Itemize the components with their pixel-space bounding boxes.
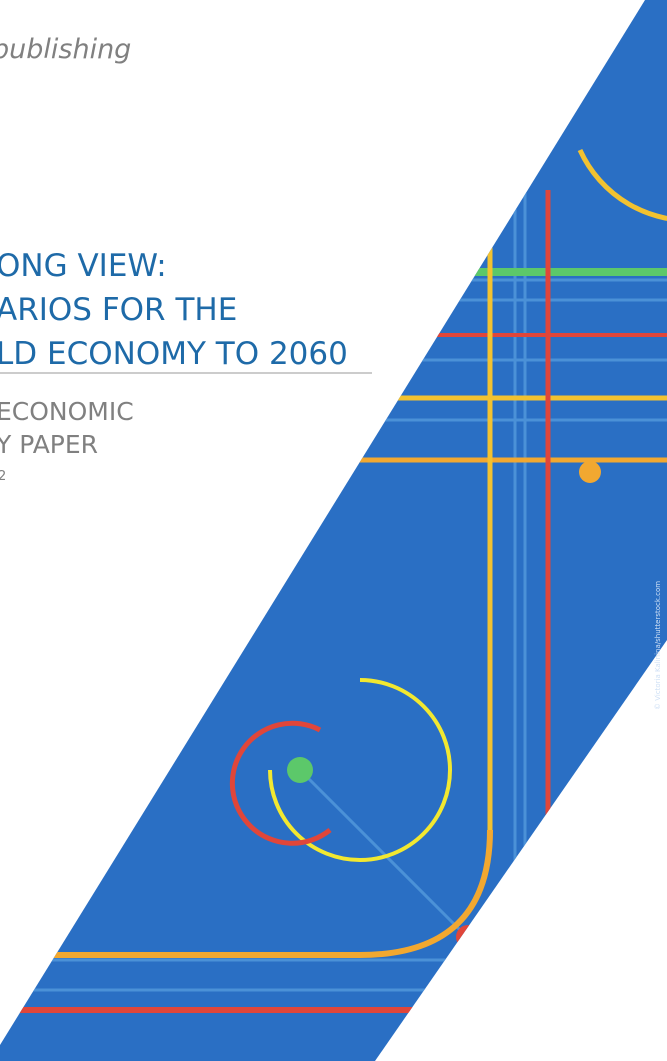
title-line: ONG VIEW: xyxy=(0,248,167,284)
series-line: Y PAPER xyxy=(0,430,98,459)
publisher: publishing xyxy=(0,34,131,65)
series-number: 2 xyxy=(0,469,6,484)
title-line: LD ECONOMY TO 2060 xyxy=(0,336,348,372)
title-line: ARIOS FOR THE xyxy=(0,292,237,328)
photo-credit: © Victoria Kalinina/shutterstock.com xyxy=(654,581,662,710)
series-line: ECONOMIC xyxy=(0,397,134,426)
